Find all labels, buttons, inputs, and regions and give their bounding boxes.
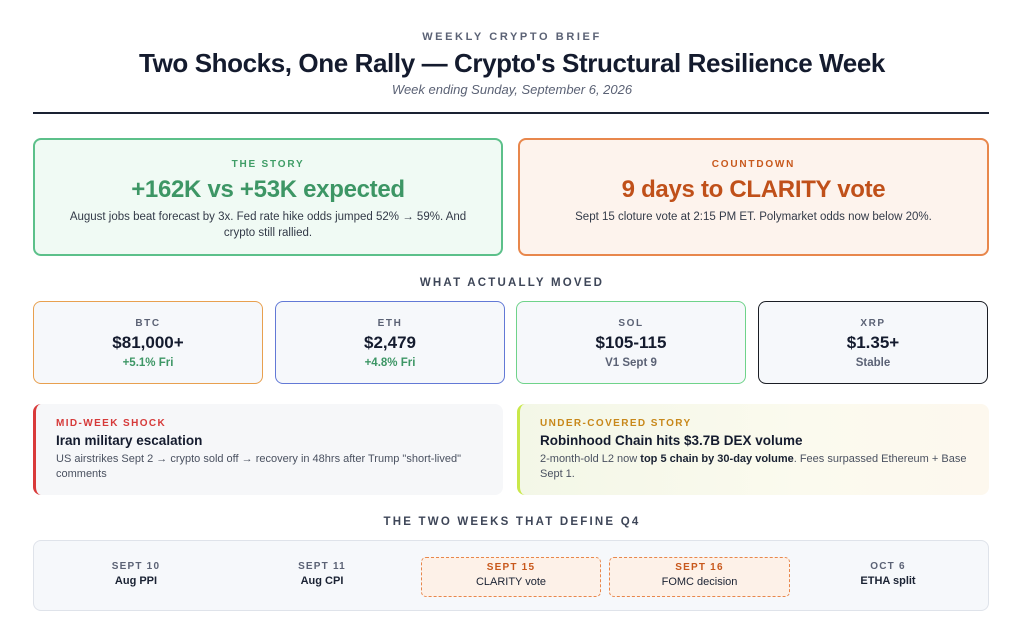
- under-covered-card: UNDER-COVERED STORY Robinhood Chain hits…: [517, 404, 989, 495]
- under-desc-end: . Fees surpassed Ethereum + Base Sept 1.: [540, 453, 967, 480]
- timeline-date: SEPT 15: [486, 562, 536, 573]
- countdown-headline: 9 days to CLARITY vote: [621, 176, 886, 203]
- countdown-description: Sept 15 cloture vote at 2:15 PM ET. Poly…: [575, 211, 932, 223]
- asset-card-btc: BTC $81,000+ +5.1% Fri: [33, 301, 263, 384]
- asset-price: $2,479: [364, 333, 416, 352]
- shock-label: MID-WEEK SHOCK: [56, 418, 167, 429]
- q4-heading: THE TWO WEEKS THAT DEFINE Q4: [383, 516, 641, 528]
- story-card: THE STORY +162K vs +53K expected August …: [33, 138, 503, 256]
- shock-title: Iran military escalation: [56, 433, 203, 448]
- timeline-event-highlighted: SEPT 15 CLARITY vote: [421, 557, 601, 597]
- timeline-date: SEPT 10: [111, 561, 161, 572]
- timeline-event-name: CLARITY vote: [475, 576, 547, 588]
- page-title: Two Shocks, One Rally — Crypto's Structu…: [139, 48, 885, 78]
- asset-symbol: ETH: [377, 318, 403, 329]
- countdown-card: COUNTDOWN 9 days to CLARITY vote Sept 15…: [518, 138, 989, 256]
- story-label: THE STORY: [231, 159, 305, 170]
- under-label: UNDER-COVERED STORY: [540, 418, 692, 429]
- page-subtitle: Week ending Sunday, September 6, 2026: [391, 82, 633, 97]
- asset-price: $105-115: [595, 333, 667, 352]
- asset-note: V1 Sept 9: [605, 357, 657, 369]
- under-description: 2-month-old L2 now top 5 chain by 30-day…: [540, 452, 971, 482]
- under-title: Robinhood Chain hits $3.7B DEX volume: [540, 433, 803, 448]
- timeline-event: SEPT 10 Aug PPI: [46, 557, 226, 597]
- timeline-date: OCT 6: [870, 561, 906, 572]
- mid-week-shock-card: MID-WEEK SHOCK Iran military escalation …: [33, 404, 503, 495]
- timeline-event: SEPT 11 Aug CPI: [232, 557, 412, 597]
- asset-card-eth: ETH $2,479 +4.8% Fri: [275, 301, 505, 384]
- asset-card-sol: SOL $105-115 V1 Sept 9: [516, 301, 746, 384]
- asset-note: Stable: [855, 357, 891, 369]
- under-desc-highlight: top 5 chain by 30-day volume: [640, 453, 794, 465]
- timeline-date: SEPT 11: [298, 561, 346, 572]
- timeline-event-name: Aug CPI: [300, 575, 344, 587]
- asset-change: +5.1% Fri: [122, 357, 174, 369]
- asset-symbol: XRP: [860, 318, 886, 329]
- asset-price: $1.35+: [846, 333, 900, 352]
- shock-description: US airstrikes Sept 2 → crypto sold off →…: [56, 453, 461, 480]
- asset-price: $81,000+: [112, 333, 184, 352]
- timeline-date: SEPT 16: [675, 562, 724, 573]
- asset-symbol: BTC: [135, 318, 161, 329]
- timeline-event: OCT 6 ETHA split: [798, 557, 978, 597]
- header-divider: [33, 112, 989, 114]
- timeline-event-name: Aug PPI: [114, 575, 158, 587]
- asset-card-xrp: XRP $1.35+ Stable: [758, 301, 988, 384]
- brief-eyebrow: WEEKLY CRYPTO BRIEF: [422, 31, 602, 43]
- moved-heading: WHAT ACTUALLY MOVED: [419, 277, 605, 289]
- q4-timeline: SEPT 10 Aug PPI SEPT 11 Aug CPI SEPT 15 …: [33, 540, 989, 611]
- under-desc-start: 2-month-old L2 now: [540, 453, 641, 465]
- asset-symbol: SOL: [618, 318, 644, 329]
- timeline-event-highlighted: SEPT 16 FOMC decision: [609, 557, 790, 597]
- story-description: August jobs beat forecast by 3x. Fed rat…: [69, 211, 467, 239]
- story-headline: +162K vs +53K expected: [131, 176, 405, 203]
- countdown-label: COUNTDOWN: [711, 159, 796, 170]
- asset-change: +4.8% Fri: [364, 357, 416, 369]
- timeline-event-name: FOMC decision: [661, 576, 738, 588]
- timeline-event-name: ETHA split: [860, 575, 916, 587]
